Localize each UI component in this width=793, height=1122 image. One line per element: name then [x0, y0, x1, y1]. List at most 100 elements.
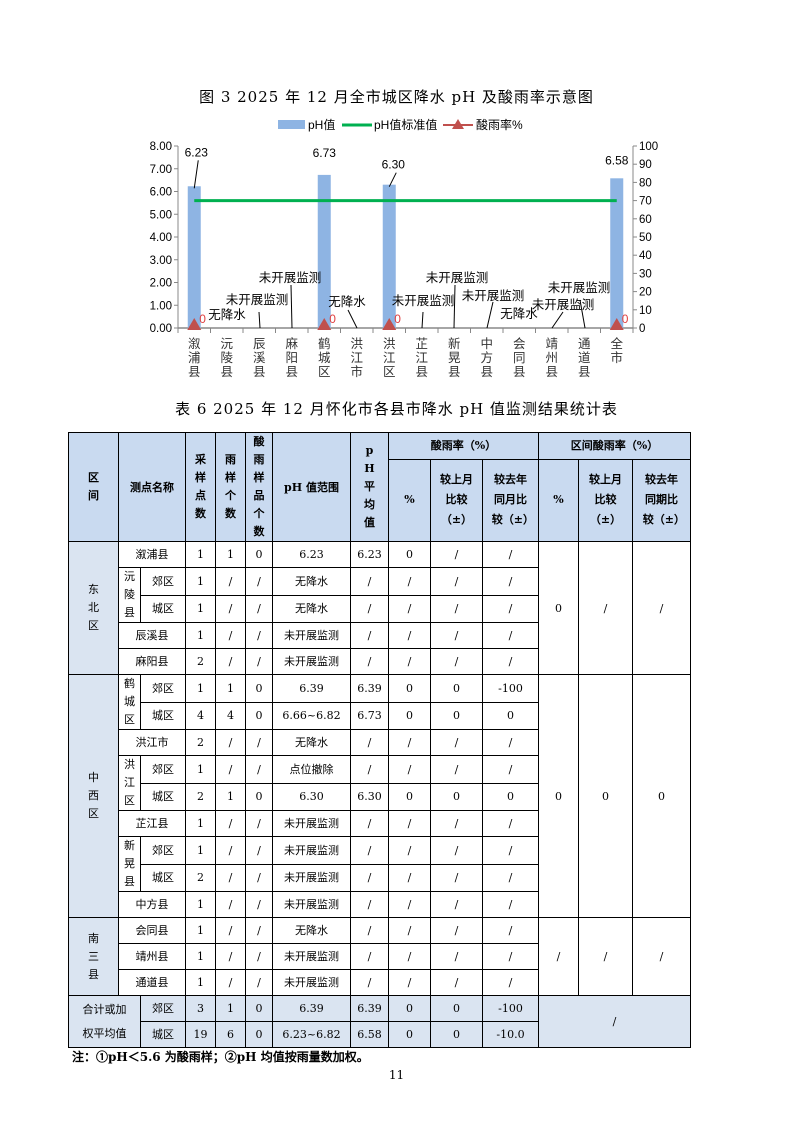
data-cell-text: -10.0: [496, 1028, 525, 1041]
header-rain-samples-text: 雨样个数: [225, 453, 236, 520]
header-vs-last-month: 较上月比较（±）: [430, 458, 483, 543]
x-tick-label-char: 县: [285, 364, 298, 379]
legend-label-standard: pH值标准值: [374, 117, 437, 132]
data-cell-text: /: [228, 924, 233, 937]
data-cell-text: 无降水: [295, 924, 328, 937]
data-cell-text: -100: [498, 1002, 523, 1015]
data-cell-text: 1: [197, 950, 204, 963]
region-rate-cell-text: /: [603, 601, 608, 615]
data-cell: /: [430, 594, 483, 623]
data-cell: /: [388, 863, 431, 892]
data-cell-text: 1: [197, 681, 204, 695]
x-tick-label-char: 溆: [188, 336, 201, 351]
region-rate-cell: /: [578, 917, 633, 996]
data-cell-text: /: [407, 602, 412, 616]
x-tick-label-char: 县: [253, 364, 266, 379]
y-tick-label: 3.00: [150, 255, 172, 267]
data-cell: /: [245, 729, 273, 756]
data-cell-text: /: [367, 602, 372, 616]
data-cell: /: [245, 567, 273, 596]
ph-results-table: 区间 测点名称 采样点数 雨样个数 酸雨样品个数 pH 值范围 pH 平均值 酸雨率（%） 区间…: [68, 432, 691, 1048]
region-rate-cell-text: 0: [555, 601, 562, 615]
data-cell-text: 0: [406, 790, 413, 804]
data-cell: /: [430, 622, 483, 649]
data-cell-text: /: [454, 898, 459, 911]
x-tick-label-char: 县: [415, 364, 428, 379]
data-cell: /: [388, 567, 431, 596]
x-tick-label-char: 辰: [253, 336, 266, 351]
data-cell-text: 2: [197, 871, 204, 885]
data-cell: 1: [185, 943, 216, 970]
data-cell: 0: [245, 701, 273, 730]
data-cell-text: /: [508, 629, 513, 642]
data-cell-text: /: [228, 762, 233, 776]
data-cell: /: [215, 755, 246, 784]
data-cell: /: [350, 917, 389, 944]
region-cell: 东北区: [68, 541, 119, 675]
data-cell-text: /: [257, 629, 261, 642]
data-cell-text: 6.66~6.82: [282, 709, 341, 723]
data-cell: 0: [388, 995, 431, 1022]
data-cell-text: /: [508, 736, 513, 749]
data-cell-text: 0: [453, 709, 460, 723]
region-rate-cell: 0: [632, 674, 691, 918]
data-cell-text: /: [367, 898, 372, 911]
data-cell: 1: [185, 622, 216, 649]
data-cell-text: 无降水: [295, 602, 328, 616]
header-ph-range: pH 值范围: [272, 432, 351, 542]
annotation-leader-line: [290, 284, 293, 329]
data-cell-text: 6.23: [357, 548, 382, 561]
data-cell: /: [430, 943, 483, 970]
data-cell: 0: [388, 701, 431, 730]
subsite-cell: 城区: [140, 863, 186, 892]
data-cell: /: [245, 943, 273, 970]
data-cell: 0: [245, 782, 273, 811]
data-cell-text: /: [508, 762, 513, 776]
y-tick-label: 7.00: [150, 164, 172, 176]
x-tick-label-char: 沅: [220, 336, 233, 351]
header-acid-rate-text: 酸雨率（%）: [430, 439, 497, 453]
data-cell: /: [388, 943, 431, 970]
data-cell: /: [482, 810, 539, 837]
data-cell-text: 1: [227, 681, 234, 695]
table-row: 中西区 鹤城区 郊区 1 1 0 6.39 6.39 0 0 -100 0 0 0: [68, 674, 691, 918]
header-acid-samples: 酸雨样品个数: [245, 432, 273, 542]
data-cell: 无降水: [272, 917, 351, 944]
data-cell: 0: [388, 1021, 431, 1048]
x-tick-label-char: 州: [545, 350, 558, 365]
subsite-cell: 郊区: [140, 567, 186, 596]
site-cell: 辰溪县: [118, 622, 186, 649]
data-cell-text: /: [367, 629, 372, 642]
data-cell-text: 未开展监测: [284, 629, 339, 642]
annotation-label: 未开展监测: [392, 293, 455, 308]
region-rate-cell: /: [578, 541, 633, 675]
data-cell-text: /: [257, 976, 261, 989]
data-cell: 3: [185, 995, 216, 1022]
data-cell-text: 0: [406, 548, 413, 561]
data-cell: /: [430, 891, 483, 918]
site-cell: 靖州县: [118, 943, 186, 970]
x-tick-label-char: 方: [480, 350, 493, 365]
y2-tick-label: 20: [639, 287, 652, 299]
bar-ph: [187, 186, 201, 328]
data-cell: /: [482, 863, 539, 892]
data-cell-text: /: [367, 950, 372, 963]
data-cell: /: [215, 891, 246, 918]
y-tick-label: 4.00: [150, 232, 172, 244]
data-cell: /: [388, 729, 431, 756]
x-tick-label-char: 晃: [448, 350, 461, 365]
data-cell: /: [245, 969, 273, 996]
data-cell-text: /: [508, 574, 513, 588]
data-cell: 6.39: [350, 674, 389, 703]
data-cell: 1: [185, 917, 216, 944]
site-cell-text: 中方县: [135, 898, 169, 911]
data-cell: /: [215, 943, 246, 970]
data-cell-text: /: [508, 602, 513, 616]
data-cell: 0: [245, 995, 273, 1022]
data-cell: 0: [482, 782, 539, 811]
data-cell: /: [215, 622, 246, 649]
data-cell-text: /: [508, 871, 513, 885]
data-cell: /: [215, 729, 246, 756]
subsite-cell-text: 城区: [152, 1028, 174, 1041]
data-cell-text: 1: [227, 790, 234, 804]
